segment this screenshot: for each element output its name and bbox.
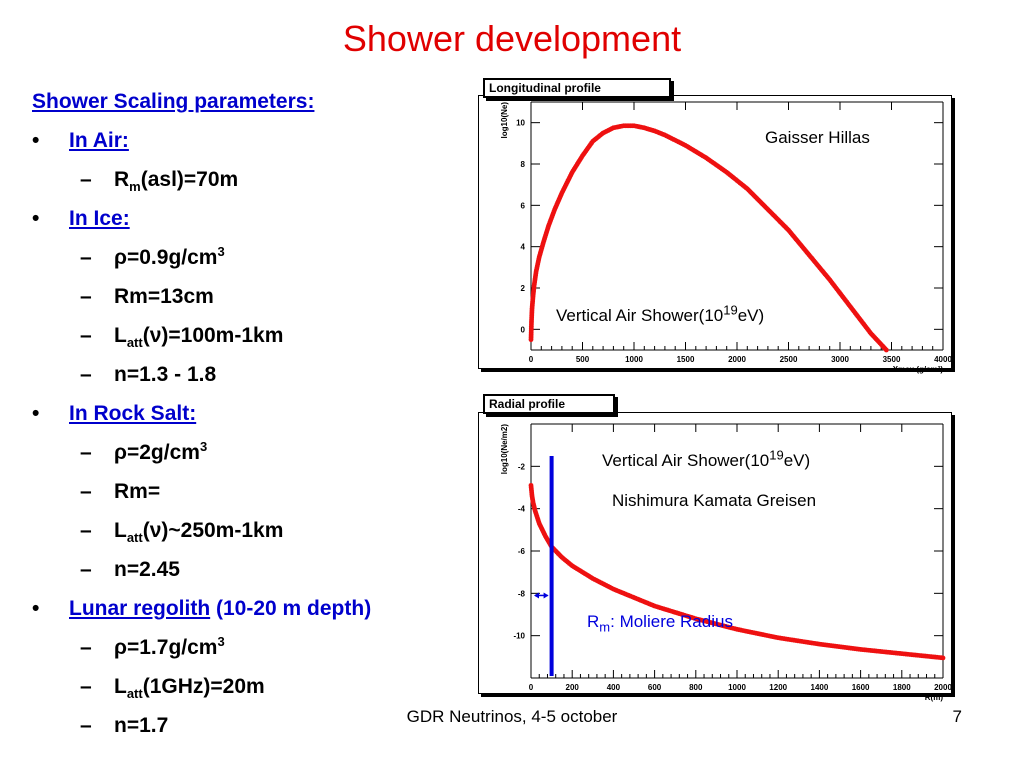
x-tick-label: 1600	[852, 683, 870, 692]
y-tick-label: 4	[521, 243, 526, 252]
y-tick-label: -8	[518, 589, 526, 598]
gaisser-hillas-label: Gaisser Hillas	[765, 128, 870, 147]
y-tick-label: -10	[513, 632, 525, 641]
x-tick-label: 0	[529, 355, 534, 364]
radial-plot-title: Radial profile	[483, 394, 615, 414]
bullet-marker: •	[32, 597, 40, 620]
medium-lunar-label: Lunar regolith	[69, 597, 211, 620]
longitudinal-profile-chart: 0 500 1000 1500 2000 2500 3000 3500 4000 0 2 4 6 8 10 X…	[500, 101, 952, 374]
longitudinal-plot-title: Longitudinal profile	[483, 78, 671, 98]
bullet-marker: •	[32, 129, 40, 152]
item-text: (asl)=70m	[140, 168, 239, 191]
bullet-marker: •	[32, 402, 40, 425]
x-axis-title: R(m)	[925, 693, 944, 702]
item-sup: 3	[217, 634, 225, 649]
nkg-label: Nishimura Kamata Greisen	[612, 491, 817, 510]
item-text: n=1.3 - 1.8	[114, 363, 217, 386]
page-number: 7	[952, 707, 962, 726]
medium-ice-label: In Ice:	[69, 207, 130, 230]
item-text: (ν)=100m-1km	[142, 324, 284, 347]
radial-profile-chart: 0 200 400 600 800 1000 1200 1400 1600 1800 2000 -2 -…	[500, 423, 952, 702]
moliere-arrow-head	[543, 592, 549, 599]
curve-point	[940, 655, 946, 661]
x-axis-title: Xmax (g/cm²)	[893, 365, 944, 374]
item-sup: 3	[217, 244, 225, 259]
medium-air-label: In Air:	[69, 129, 129, 152]
item-text: R	[114, 168, 130, 191]
item-sup: 3	[199, 439, 208, 454]
y-tick-label: 8	[521, 160, 526, 169]
item-text: (ν)~250m-1km	[142, 519, 284, 542]
longitudinal-plot-frame	[478, 95, 952, 369]
y-axis-title: log10(Ne/m2)	[500, 424, 509, 475]
moliere-arrow-head	[534, 592, 539, 599]
item-text: L	[114, 519, 127, 542]
y-tick-label: 2	[521, 284, 526, 293]
item-sub: m	[129, 179, 141, 195]
x-tick-label: 1400	[811, 683, 829, 692]
x-tick-label: 200	[566, 683, 580, 692]
item-text: ρ=2g/cm	[114, 441, 200, 464]
item-text: n=1.7	[114, 714, 169, 737]
x-tick-label: 3000	[831, 355, 849, 364]
y-tick-label: -4	[518, 505, 526, 514]
x-tick-label: 3500	[883, 355, 901, 364]
x-tick-label: 1800	[893, 683, 911, 692]
item-text: Rm=13cm	[114, 285, 214, 308]
medium-rock-salt-label: In Rock Salt:	[69, 402, 197, 425]
x-tick-label: 2500	[780, 355, 798, 364]
x-tick-label: 1200	[769, 683, 787, 692]
slide-title: Shower development	[342, 18, 682, 59]
x-tick-label: 500	[576, 355, 590, 364]
y-tick-label: 6	[521, 201, 526, 210]
x-tick-label: 1500	[677, 355, 695, 364]
slide-footer: GDR Neutrinos, 4-5 october	[406, 707, 618, 726]
item-text: L	[114, 324, 127, 347]
item-text: ρ=1.7g/cm	[114, 636, 218, 659]
medium-lunar-suffix: (10-20 m depth)	[210, 597, 372, 620]
item-text: n=2.45	[114, 558, 180, 581]
vertical-air-shower-label: Vertical Air Shower(1019eV)	[556, 302, 765, 325]
bullet-marker: •	[32, 207, 40, 230]
item-sub: att	[126, 530, 143, 546]
x-tick-label: 2000	[934, 683, 952, 692]
y-tick-label: 10	[516, 119, 525, 128]
x-tick-label: 1000	[728, 683, 746, 692]
item-sub: att	[126, 686, 143, 702]
item-text: ρ=0.9g/cm	[114, 246, 218, 269]
list-heading: Shower Scaling parameters:	[32, 90, 315, 113]
x-tick-label: 600	[648, 683, 662, 692]
vertical-air-shower-label: Vertical Air Shower(1019eV)	[602, 447, 811, 470]
item-text: (1GHz)=20m	[142, 675, 265, 698]
item-text: L	[114, 675, 127, 698]
item-sub: att	[126, 335, 143, 351]
x-tick-label: 800	[689, 683, 703, 692]
x-tick-label: 2000	[728, 355, 746, 364]
y-tick-label: 0	[521, 325, 526, 334]
x-tick-label: 400	[607, 683, 621, 692]
y-tick-label: -6	[518, 547, 526, 556]
x-tick-label: 1000	[625, 355, 643, 364]
y-axis-title: log10(Ne)	[500, 102, 509, 139]
x-tick-label: 0	[529, 683, 534, 692]
item-text: Rm=	[114, 480, 161, 503]
moliere-radius-label: Rm: Moliere Radius	[587, 612, 733, 635]
dash-marker: –	[80, 168, 92, 191]
y-tick-label: -2	[518, 462, 526, 471]
x-tick-label: 4000	[934, 355, 952, 364]
curve-point	[883, 347, 889, 353]
